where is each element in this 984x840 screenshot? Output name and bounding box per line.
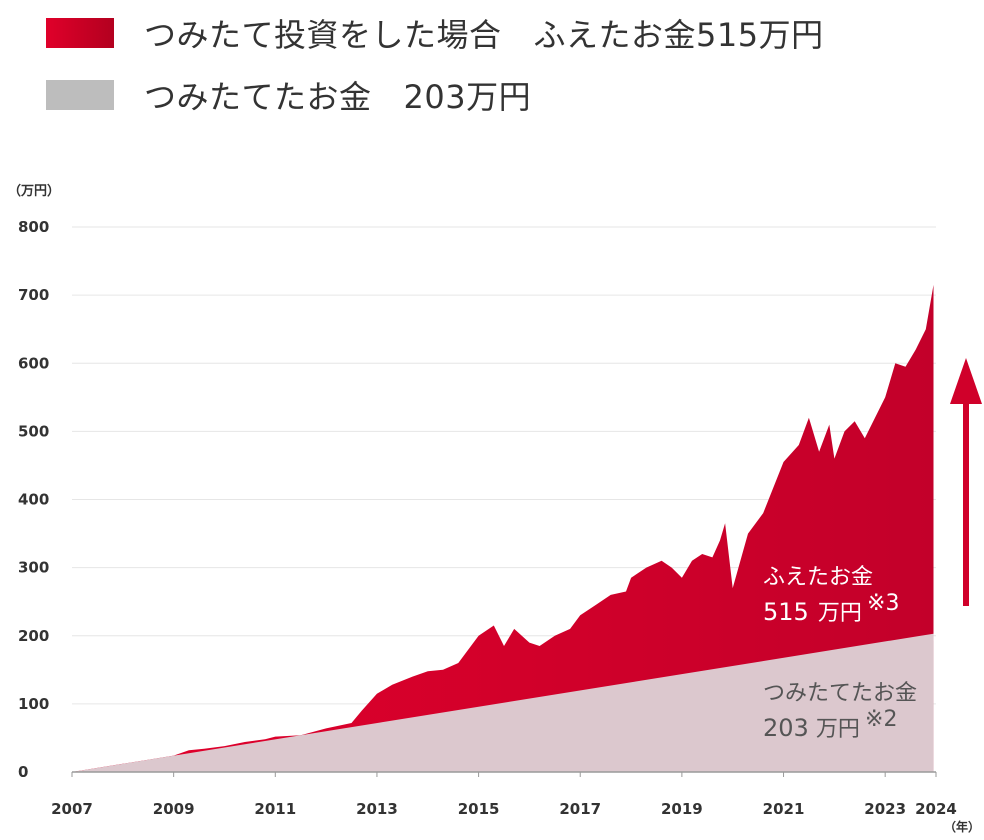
principal-title: つみたてたお金: [763, 681, 917, 706]
x-tick-label-2019: 2019: [661, 800, 703, 818]
y-tick-label-0: 0: [18, 763, 28, 781]
y-tick-label-400: 400: [18, 491, 49, 509]
y-axis-unit: （万円）: [8, 184, 61, 199]
y-tick-label-600: 600: [18, 354, 49, 372]
axis-layer: 0 100 200 300 400 500 600 700 800 2007 2009 2011 201…: [18, 218, 957, 818]
x-tick-label-2007: 2007: [51, 800, 93, 818]
arrow-shaft: [963, 400, 969, 606]
series-layer: [72, 284, 934, 772]
principal-value: 203: [763, 714, 809, 742]
x-tick-label-2013: 2013: [356, 800, 398, 818]
y-tick-label-100: 100: [18, 695, 49, 713]
legend-text-savings: つみたてたお金 203万円: [144, 72, 531, 118]
arrow-head: [950, 358, 982, 404]
gain-value-line: 515 万円 ※3: [763, 591, 899, 626]
x-tick-label-2024: 2024: [915, 800, 957, 818]
x-tick-label-2023: 2023: [864, 800, 906, 818]
x-tick-label-2017: 2017: [559, 800, 601, 818]
y-tick-label-300: 300: [18, 559, 49, 577]
x-axis-unit: （年）: [944, 820, 981, 834]
legend-swatch-savings: [46, 80, 114, 110]
y-tick-label-800: 800: [18, 218, 49, 236]
principal-note: ※2: [865, 707, 897, 732]
arrow-up-icon: [950, 358, 982, 606]
legend-investment-value: ふえたお金515万円: [533, 16, 824, 54]
legend-savings-value: 203万円: [403, 78, 532, 116]
principal-value-line: 203 万円 ※2: [763, 707, 897, 742]
gain-title: ふえたお金: [763, 565, 873, 590]
legend-text-investment: つみたて投資をした場合 ふえたお金515万円: [144, 10, 824, 56]
gain-note: ※3: [867, 591, 899, 616]
x-tick-label-2021: 2021: [763, 800, 805, 818]
gain-value: 515: [763, 598, 809, 626]
x-tick-label-2015: 2015: [458, 800, 500, 818]
series-area-savings: [72, 633, 934, 772]
y-tick-label-200: 200: [18, 627, 49, 645]
x-tick-label-2011: 2011: [254, 800, 296, 818]
principal-unit: 万円: [816, 717, 860, 742]
legend-investment-label: つみたて投資をした場合: [144, 16, 502, 54]
legend-savings-label: つみたてたお金: [144, 78, 372, 116]
legend-item-investment: つみたて投資をした場合 ふえたお金515万円: [46, 10, 824, 56]
gain-unit: 万円: [818, 601, 862, 626]
legend-swatch-investment: [46, 18, 114, 48]
x-tick-label-2009: 2009: [153, 800, 195, 818]
y-tick-label-700: 700: [18, 286, 49, 304]
y-tick-label-500: 500: [18, 422, 49, 440]
series-area-investment: [72, 284, 934, 772]
legend-item-savings: つみたてたお金 203万円: [46, 72, 531, 118]
